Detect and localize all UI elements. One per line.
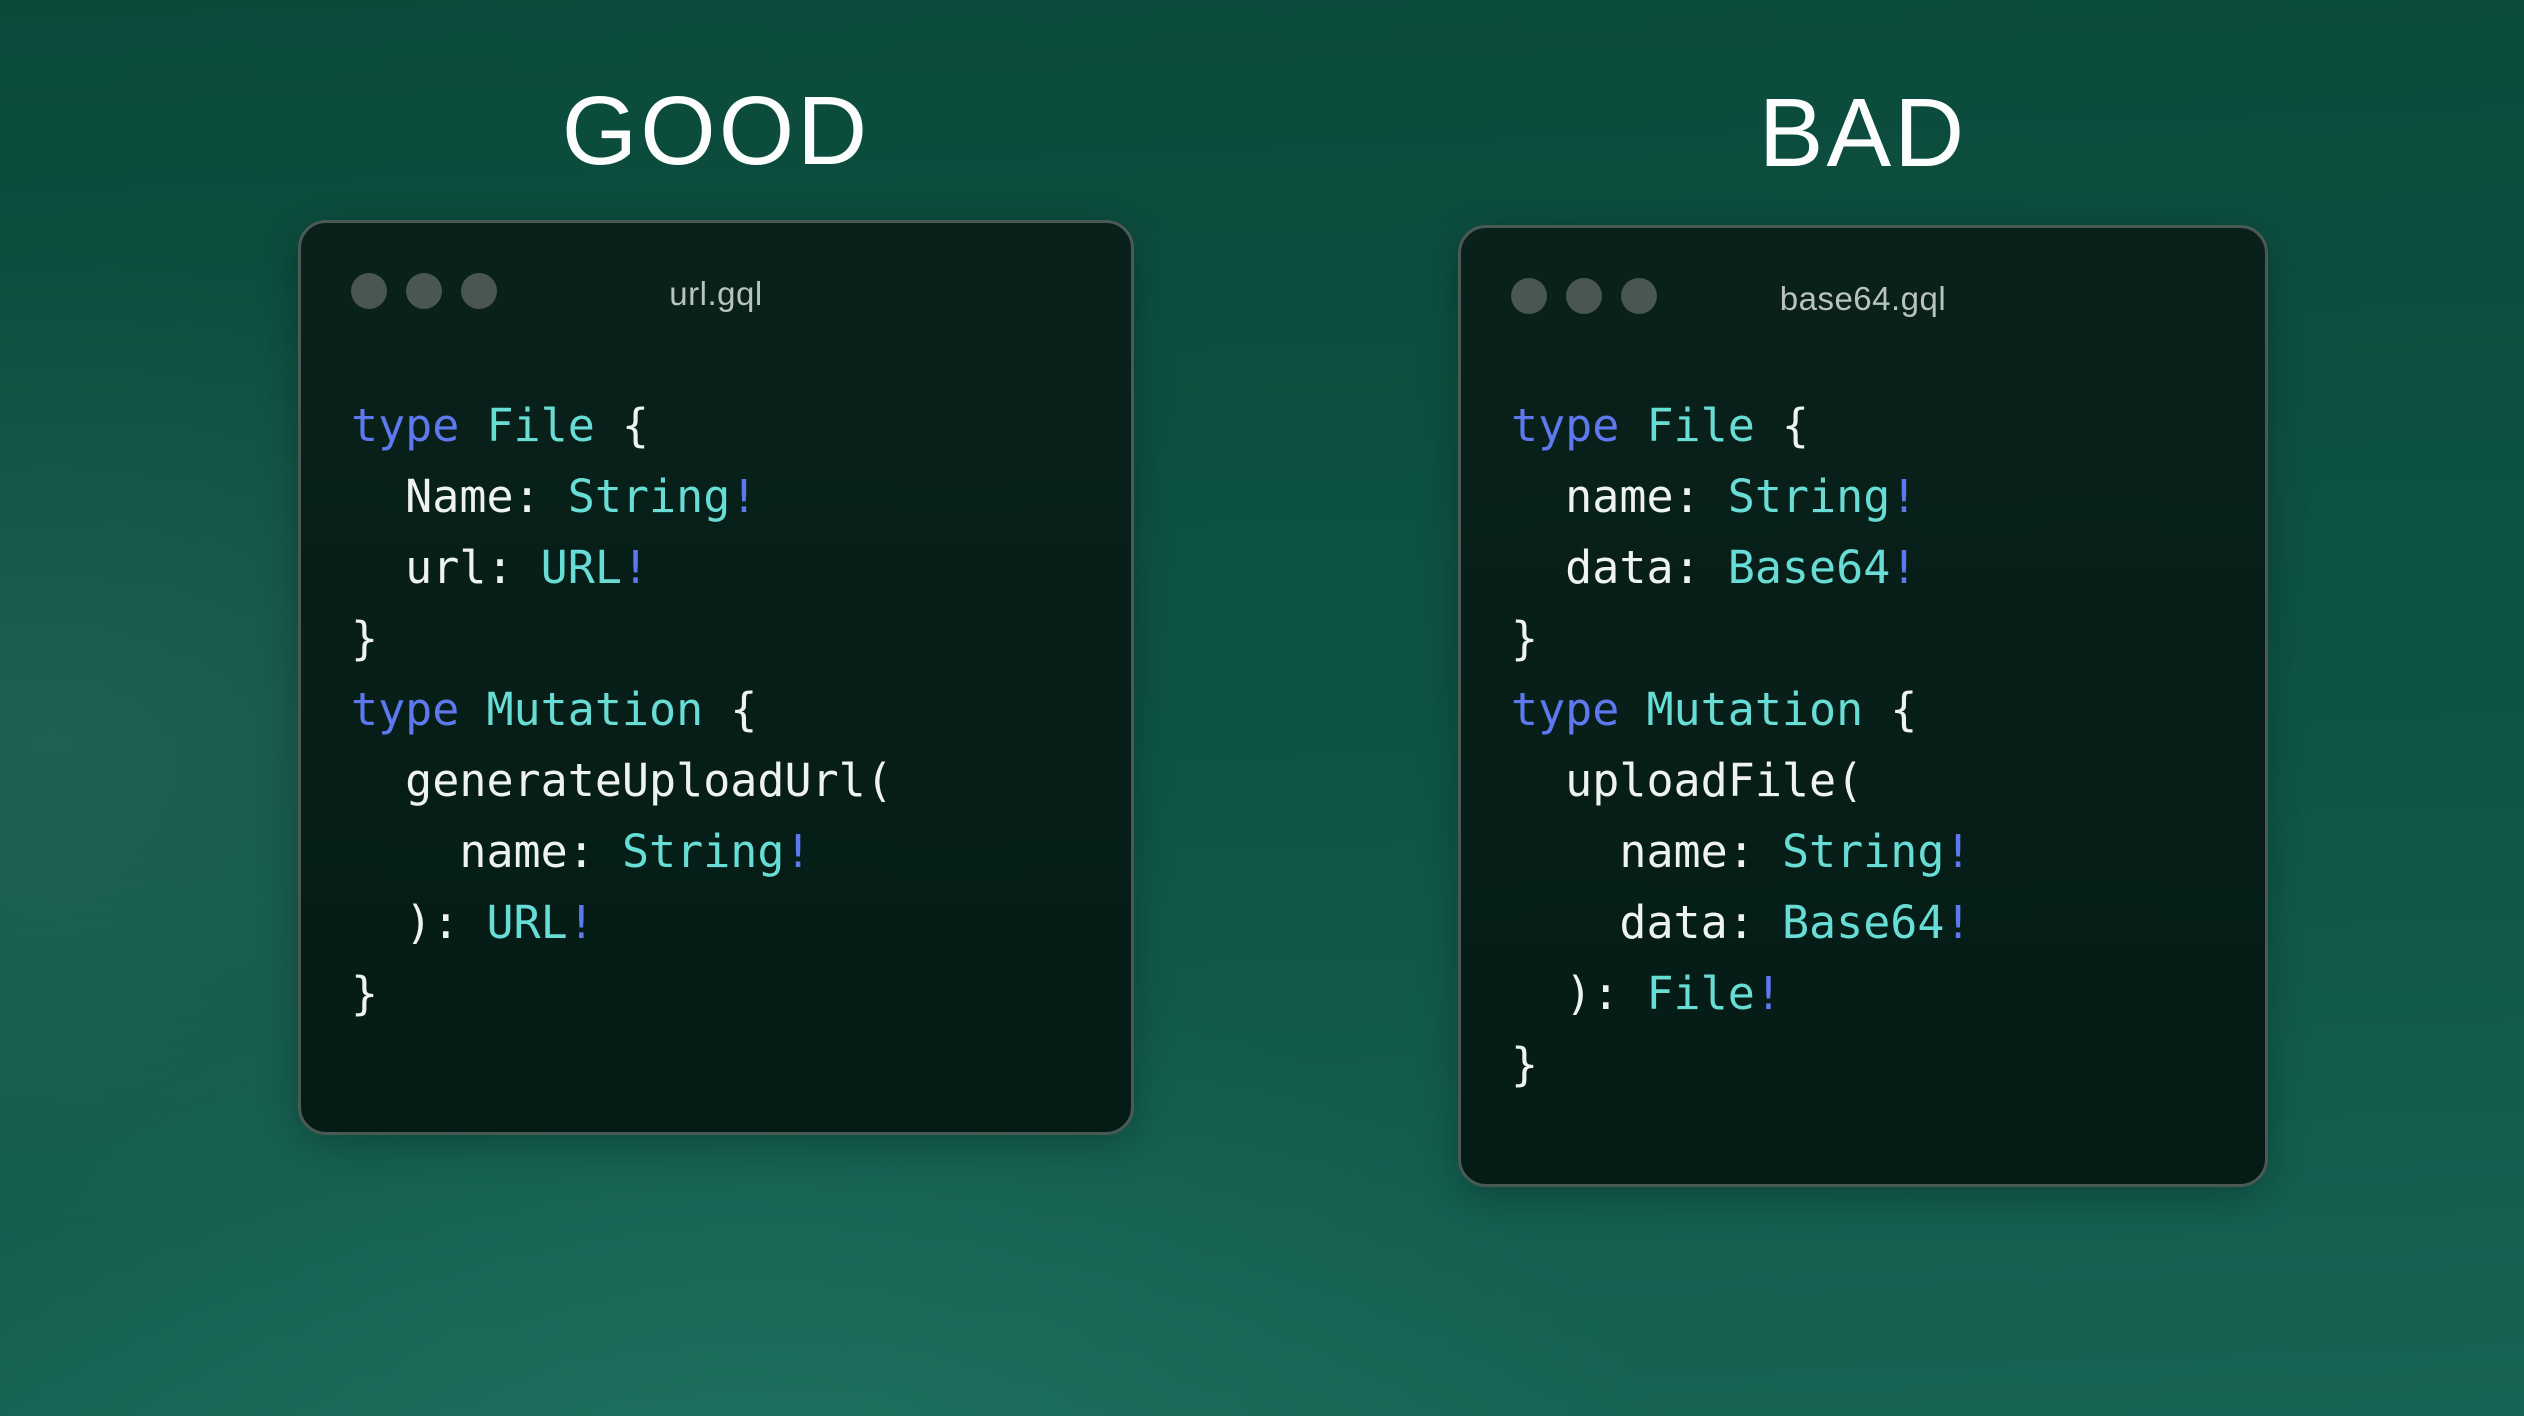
traffic-light-dot-icon bbox=[351, 273, 387, 309]
window-header: url.gql bbox=[301, 223, 1131, 343]
traffic-lights bbox=[1511, 278, 1657, 314]
traffic-light-dot-icon bbox=[406, 273, 442, 309]
window-header: base64.gql bbox=[1461, 228, 2265, 348]
traffic-light-dot-icon bbox=[1566, 278, 1602, 314]
code-window-bad: base64.gql type File { name: String! dat… bbox=[1458, 225, 2268, 1187]
window-filename: url.gql bbox=[669, 275, 763, 312]
code-block-bad: type File { name: String! data: Base64! … bbox=[1511, 399, 1972, 1091]
traffic-light-dot-icon bbox=[461, 273, 497, 309]
traffic-light-dot-icon bbox=[1511, 278, 1547, 314]
traffic-light-dot-icon bbox=[1621, 278, 1657, 314]
panel-title-bad: BAD bbox=[1758, 78, 1968, 187]
traffic-lights bbox=[351, 273, 497, 309]
window-filename: base64.gql bbox=[1779, 280, 1947, 317]
panel-title-good: GOOD bbox=[561, 76, 871, 185]
code-window-good: url.gql type File { Name: String! url: U… bbox=[298, 220, 1134, 1135]
code-block-good: type File { Name: String! url: URL! } ty… bbox=[351, 399, 893, 1020]
